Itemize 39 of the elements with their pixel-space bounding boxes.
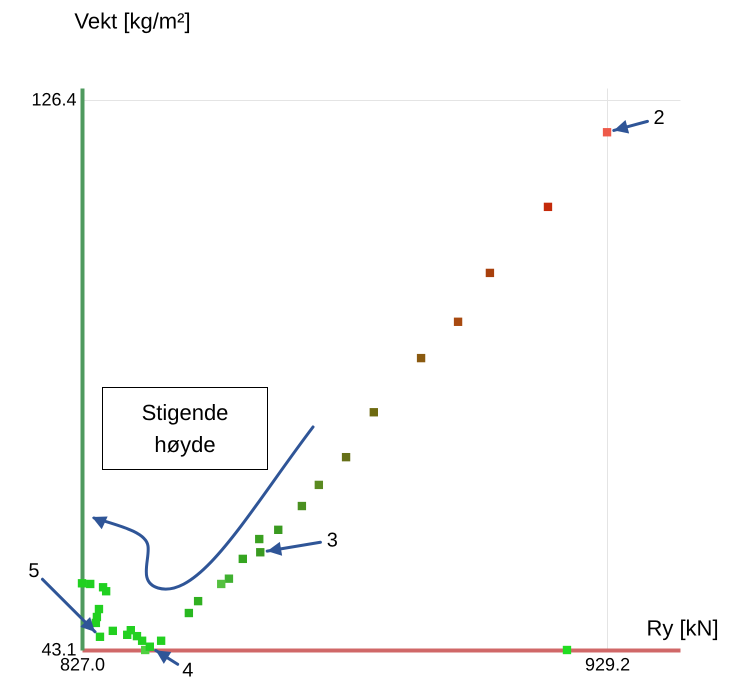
- point: [184, 608, 194, 618]
- point: [102, 587, 110, 596]
- point: [86, 580, 94, 588]
- point: [78, 579, 86, 588]
- point: [486, 268, 494, 278]
- annotation: 2: [653, 107, 665, 130]
- point: [194, 596, 202, 606]
- point: [342, 452, 350, 462]
- point: [224, 574, 234, 583]
- point: [602, 128, 612, 136]
- point: [416, 354, 426, 362]
- text-box: Stigende høyde: [102, 387, 268, 470]
- point: [126, 626, 135, 634]
- point: [94, 604, 104, 614]
- annotation: 4: [182, 660, 194, 682]
- y-tick-label: 126.4: [31, 89, 76, 110]
- point: [156, 636, 166, 645]
- point: [562, 646, 572, 654]
- annotation: 5: [28, 560, 40, 582]
- point: [96, 632, 104, 641]
- point: [544, 202, 552, 212]
- point: [92, 618, 100, 628]
- point: [454, 318, 462, 326]
- x-tick-label: 827.0: [60, 654, 106, 674]
- point: [255, 534, 264, 544]
- point: [108, 626, 118, 636]
- point: [146, 642, 154, 651]
- point: [274, 526, 282, 534]
- point: [314, 480, 324, 490]
- point: [370, 408, 378, 416]
- point: [138, 636, 146, 645]
- point: [217, 580, 226, 588]
- point: [238, 554, 247, 564]
- point: [256, 548, 264, 556]
- x-axis-title: Ry [kN]: [646, 616, 719, 640]
- annotation: 3: [326, 529, 338, 552]
- point: [298, 502, 306, 510]
- y-axis-title: Vekt [kg/m²]: [74, 8, 191, 34]
- x-tick-label: 929.2: [585, 654, 630, 674]
